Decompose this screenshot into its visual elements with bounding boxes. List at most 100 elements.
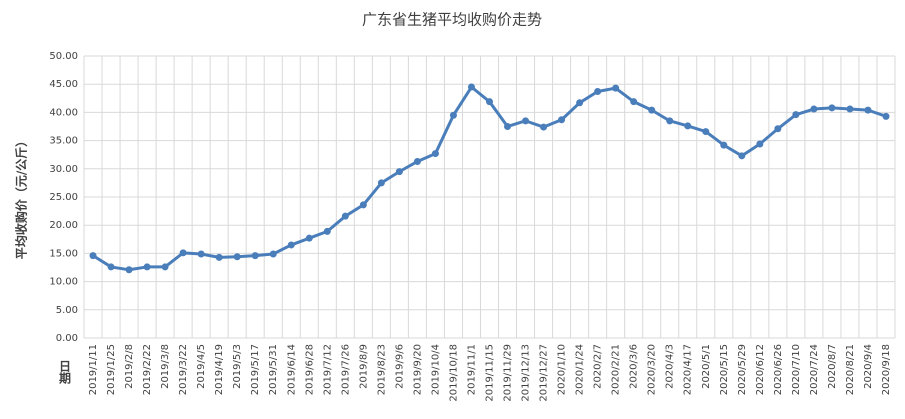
- x-tick-label: 2020/5/29: [737, 344, 748, 395]
- y-tick-label: 35.00: [49, 136, 78, 147]
- point: [269, 250, 277, 258]
- point: [305, 234, 313, 242]
- x-tick-label: 2020/5/1: [701, 344, 712, 389]
- point: [792, 111, 800, 119]
- y-tick-label: 45.00: [49, 79, 78, 90]
- point: [720, 141, 728, 149]
- point: [540, 123, 548, 131]
- point: [882, 112, 890, 120]
- point: [287, 241, 295, 249]
- x-axis-title: 日期: [58, 360, 72, 385]
- x-tick-label: 2019/5/3: [232, 344, 243, 389]
- x-tick-label: 2019/9/20: [412, 344, 423, 395]
- x-tick-label: 2020/8/7: [827, 344, 838, 389]
- x-tick-label: 2019/10/4: [430, 344, 441, 395]
- x-tick-label: 2020/7/10: [791, 344, 802, 395]
- point: [810, 105, 818, 113]
- point: [738, 152, 746, 160]
- point: [359, 201, 367, 209]
- point: [612, 84, 620, 92]
- chart-title: 广东省生猪平均收购价走势: [362, 11, 542, 29]
- point: [377, 179, 385, 187]
- x-tick-label: 2020/1/24: [575, 344, 586, 395]
- point: [522, 117, 530, 125]
- point: [449, 111, 457, 119]
- x-tick-label: 2020/3/6: [629, 344, 640, 389]
- x-tick-label: 2020/2/7: [593, 344, 604, 389]
- x-tick-label: 2019/5/17: [250, 344, 261, 395]
- point: [413, 157, 421, 165]
- x-tick-label: 2019/1/11: [88, 344, 99, 395]
- point: [558, 116, 566, 124]
- x-tick-label: 2019/12/13: [521, 344, 532, 402]
- y-tick-label: 25.00: [49, 192, 78, 203]
- x-tick-label: 2020/6/12: [755, 344, 766, 395]
- x-tick-label: 2020/8/21: [845, 344, 856, 395]
- x-tick-label: 2020/7/24: [809, 344, 820, 395]
- point: [864, 106, 872, 114]
- point: [215, 253, 223, 261]
- point: [341, 212, 349, 220]
- y-tick-label: 30.00: [49, 164, 78, 175]
- x-tick-label: 2019/10/18: [448, 344, 459, 402]
- y-tick-label: 20.00: [49, 220, 78, 231]
- x-tick-label: 2019/7/26: [340, 344, 351, 395]
- x-tick-label: 2019/3/8: [160, 344, 171, 389]
- y-tick-label: 50.00: [49, 51, 78, 62]
- x-tick-label: 2019/4/5: [196, 344, 207, 389]
- point: [395, 168, 403, 176]
- point: [846, 105, 854, 113]
- x-tick-label: 2020/5/15: [719, 344, 730, 395]
- x-tick-label: 2020/4/3: [665, 344, 676, 389]
- x-tick-label: 2019/5/31: [268, 344, 279, 395]
- point: [486, 98, 493, 106]
- x-tick-label: 2020/3/20: [647, 344, 658, 395]
- x-tick-label: 2019/8/9: [358, 344, 369, 389]
- x-tick-label: 2019/3/22: [178, 344, 189, 395]
- x-tick-label: 2019/2/8: [124, 344, 135, 389]
- point: [197, 250, 205, 258]
- x-tick-label: 2019/2/22: [142, 344, 153, 395]
- point: [233, 253, 241, 261]
- point: [756, 140, 764, 148]
- x-tick-label: 2019/4/19: [214, 344, 225, 395]
- point: [161, 263, 169, 271]
- point: [143, 263, 151, 271]
- y-tick-label: 40.00: [49, 107, 78, 118]
- point: [594, 88, 602, 96]
- y-tick-label: 5.00: [56, 305, 78, 316]
- point: [107, 263, 115, 271]
- point: [125, 266, 133, 274]
- point: [179, 249, 187, 257]
- x-tick-label: 2020/6/26: [773, 344, 784, 395]
- x-tick-label: 2020/9/4: [863, 344, 874, 389]
- y-tick-label: 15.00: [49, 248, 78, 259]
- point: [431, 150, 439, 158]
- point: [684, 122, 692, 130]
- x-tick-label: 2019/8/23: [376, 344, 387, 395]
- x-tick-label: 2019/11/15: [485, 344, 496, 402]
- x-tick-label: 2019/6/14: [286, 344, 297, 395]
- x-tick-label: 2020/2/21: [611, 344, 622, 395]
- point: [702, 128, 710, 136]
- point: [504, 123, 512, 130]
- x-tick-label: 2019/1/25: [106, 344, 117, 395]
- point: [323, 227, 331, 235]
- x-tick-label: 2020/9/18: [881, 344, 892, 395]
- point: [251, 252, 259, 260]
- y-axis-title: 平均收购价（元/公斤）: [14, 135, 29, 259]
- point: [630, 98, 638, 106]
- x-tick-label: 2020/4/17: [683, 344, 694, 395]
- line: [92, 85, 887, 272]
- x-tick-label: 2020/1/10: [557, 344, 568, 395]
- x-tick-label: 2019/12/27: [539, 344, 550, 402]
- x-tick-label: 2019/11/1: [466, 344, 477, 395]
- point: [828, 104, 836, 112]
- point: [89, 252, 97, 260]
- x-tick-label: 2019/7/12: [322, 344, 333, 395]
- y-tick-label: 10.00: [49, 277, 78, 288]
- y-tick-label: 0.00: [56, 333, 78, 344]
- x-tick-label: 2019/9/6: [394, 344, 405, 389]
- x-tick-label: 2019/11/29: [503, 344, 514, 402]
